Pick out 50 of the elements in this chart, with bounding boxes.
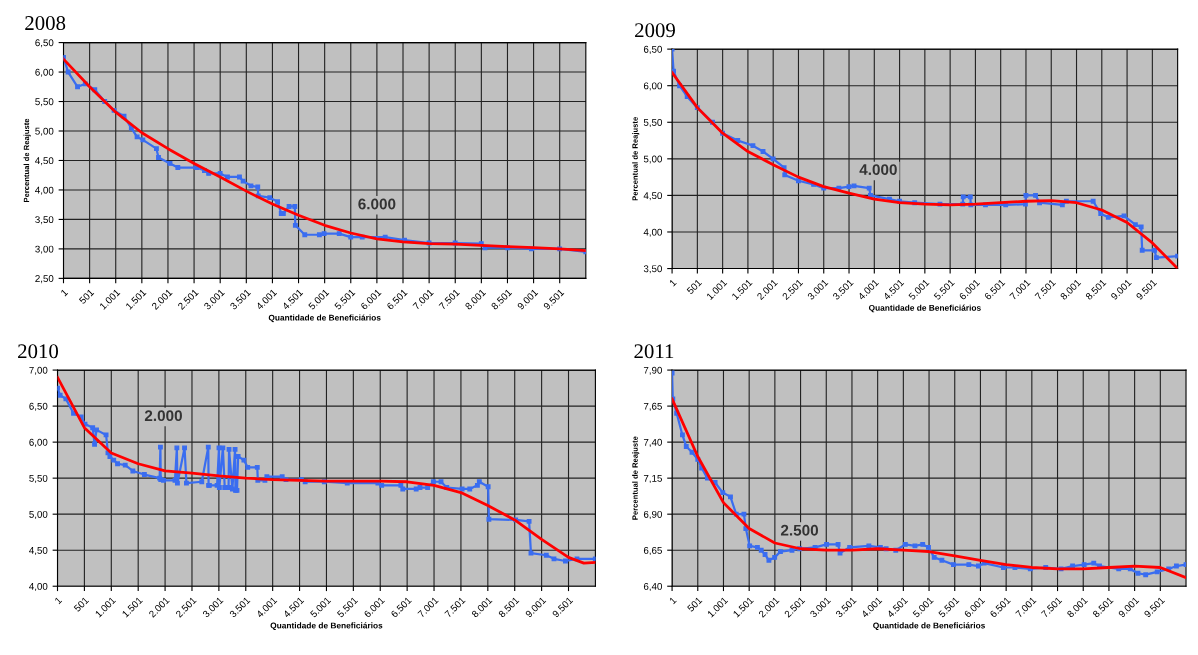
annotation: 2.000 [144, 410, 182, 422]
x-tick-label: 501 [686, 278, 703, 295]
y-tick-label: 4,00 [29, 582, 48, 591]
x-tick-label: 501 [686, 596, 703, 613]
y-tick-label: 4,50 [643, 192, 662, 201]
y-tick-label: 3,50 [643, 265, 662, 274]
chart-title: 2010 [18, 344, 59, 359]
x-tick-label: 501 [73, 596, 90, 613]
y-tick-label: 5,50 [643, 119, 662, 128]
x-tick-label: 1 [54, 596, 63, 605]
y-tick-label: 5,00 [643, 155, 662, 164]
annotation: 4.000 [859, 164, 897, 176]
y-tick-label: 5,50 [29, 474, 48, 483]
y-tick-label: 4,00 [35, 186, 54, 195]
y-tick-label: 6,50 [643, 45, 662, 54]
y-tick-label: 7,65 [643, 402, 662, 411]
y-tick-label: 6,00 [643, 82, 662, 91]
annotation: 6.000 [358, 198, 396, 210]
y-tick-label: 7,90 [643, 366, 662, 375]
x-tick-label: 1 [669, 596, 677, 605]
chart-title: 2011 [634, 344, 674, 359]
y-tick-label: 4,50 [29, 546, 48, 555]
y-tick-label: 6,40 [643, 582, 662, 591]
y-tick-label: 7,00 [29, 366, 48, 375]
y-tick-label: 3,00 [35, 245, 54, 254]
y-tick-label: 4,00 [643, 228, 662, 237]
x-tick-label: 1 [669, 278, 677, 287]
y-tick-label: 6,00 [29, 438, 48, 447]
y-tick-label: 6,00 [35, 68, 54, 77]
x-axis-title: Quantidade de Beneficiários [868, 304, 981, 313]
y-tick-label: 6,65 [643, 546, 662, 555]
y-tick-label: 7,40 [643, 438, 662, 447]
x-tick-label: 501 [78, 288, 95, 305]
y-tick-label: 6,50 [29, 402, 48, 411]
chart-title: 2008 [25, 16, 66, 31]
y-tick-label: 4,50 [35, 157, 54, 166]
y-tick-label: 3,50 [35, 216, 54, 225]
annotation: 2.500 [780, 524, 819, 536]
y-tick-label: 5,50 [35, 98, 54, 107]
x-axis-title: Quantidade de Beneficiários [268, 314, 381, 323]
x-tick-label: 1 [60, 288, 69, 297]
y-tick-label: 6,50 [35, 39, 54, 48]
y-tick-label: 6,90 [643, 510, 662, 519]
chart-title: 2009 [635, 23, 675, 38]
x-axis-title: Quantidade de Beneficiários [873, 622, 985, 631]
x-axis-title: Quantidade de Beneficiários [270, 622, 383, 631]
y-tick-label: 5,00 [35, 127, 54, 136]
y-tick-label: 7,15 [643, 474, 662, 483]
y-tick-label: 2,50 [35, 275, 54, 284]
y-tick-label: 5,00 [29, 510, 48, 519]
